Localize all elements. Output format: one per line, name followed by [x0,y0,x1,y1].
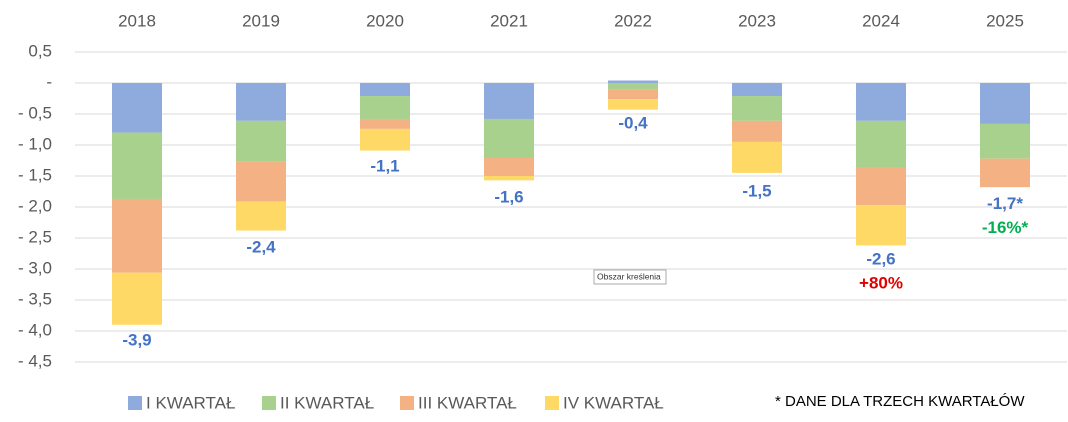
bar-segment [980,123,1030,159]
legend-label: III KWARTAŁ [418,393,517,412]
legend-label: IV KWARTAŁ [563,393,664,412]
tooltip: Obszar kreślenia [597,271,661,281]
y-tick-label: - 1,0 [18,134,52,153]
bar-segment [360,96,410,119]
total-label: -3,9 [122,330,151,349]
bar-segment [112,83,162,133]
x-tick-label: 2024 [862,11,900,30]
y-tick-label: - 4,5 [18,351,52,370]
y-tick-label: - 3,0 [18,258,52,277]
total-label: -2,4 [246,237,276,256]
legend-swatch [545,396,559,410]
legend-label: II KWARTAŁ [280,393,374,412]
bar-segment [732,141,782,173]
bar-segment [360,118,410,129]
bar-segment [608,99,658,110]
total-label: -1,6 [494,188,523,207]
footnote: * DANE DLA TRZECH KWARTAŁÓW [775,393,1025,410]
bar-segment [112,198,162,273]
y-tick-label: - 3,5 [18,289,52,308]
x-tick-label: 2018 [118,11,156,30]
bar-segment [484,118,534,159]
bar-segment [484,176,534,181]
bar-segment [236,120,286,162]
bar-segment [236,83,286,121]
bar-segment [484,83,534,119]
legend-label: I KWARTAŁ [146,393,235,412]
bar-segment [112,272,162,325]
total-label: -1,7* [987,194,1023,213]
x-tick-label: 2023 [738,11,776,30]
bar-segment [608,83,658,90]
total-label: -1,1 [370,157,399,176]
y-tick-label: - 4,0 [18,320,52,339]
bar-segment [856,167,906,206]
bar-segment [236,161,286,202]
tooltip-box [593,269,667,285]
bar-segment [980,83,1030,124]
bar-segment [732,120,782,142]
bar-segment [856,83,906,121]
bar-segment [980,158,1030,188]
x-tick-label: 2019 [242,11,280,30]
y-tick-label: - 1,5 [18,165,52,184]
bar-segment [732,83,782,97]
bar-segment [608,89,658,100]
bar-segment [608,80,658,83]
legend-swatch [262,396,276,410]
legend-swatch [128,396,142,410]
bar-segment [360,83,410,97]
legend-swatch [400,396,414,410]
change-label: +80% [859,274,903,293]
change-label: -16%* [982,218,1029,237]
x-tick-label: 2025 [986,11,1024,30]
bar-segment [856,205,906,246]
bar-segment [360,128,410,151]
x-tick-label: 2020 [366,11,404,30]
y-tick-label: 0,5 [28,41,52,60]
total-label: -0,4 [618,113,648,132]
x-tick-label: 2022 [614,11,652,30]
y-tick-label: - 0,5 [18,103,52,122]
bar-segment [236,201,286,231]
y-tick-label: - [46,72,52,91]
bar-segment [112,132,162,199]
total-label: -2,6 [866,250,895,269]
x-tick-label: 2021 [490,11,528,30]
y-tick-label: - 2,0 [18,196,52,215]
total-label: -1,5 [742,181,771,200]
y-tick-label: - 2,5 [18,227,52,246]
bar-segment [732,96,782,121]
bar-segment [856,120,906,168]
bar-segment [484,158,534,176]
